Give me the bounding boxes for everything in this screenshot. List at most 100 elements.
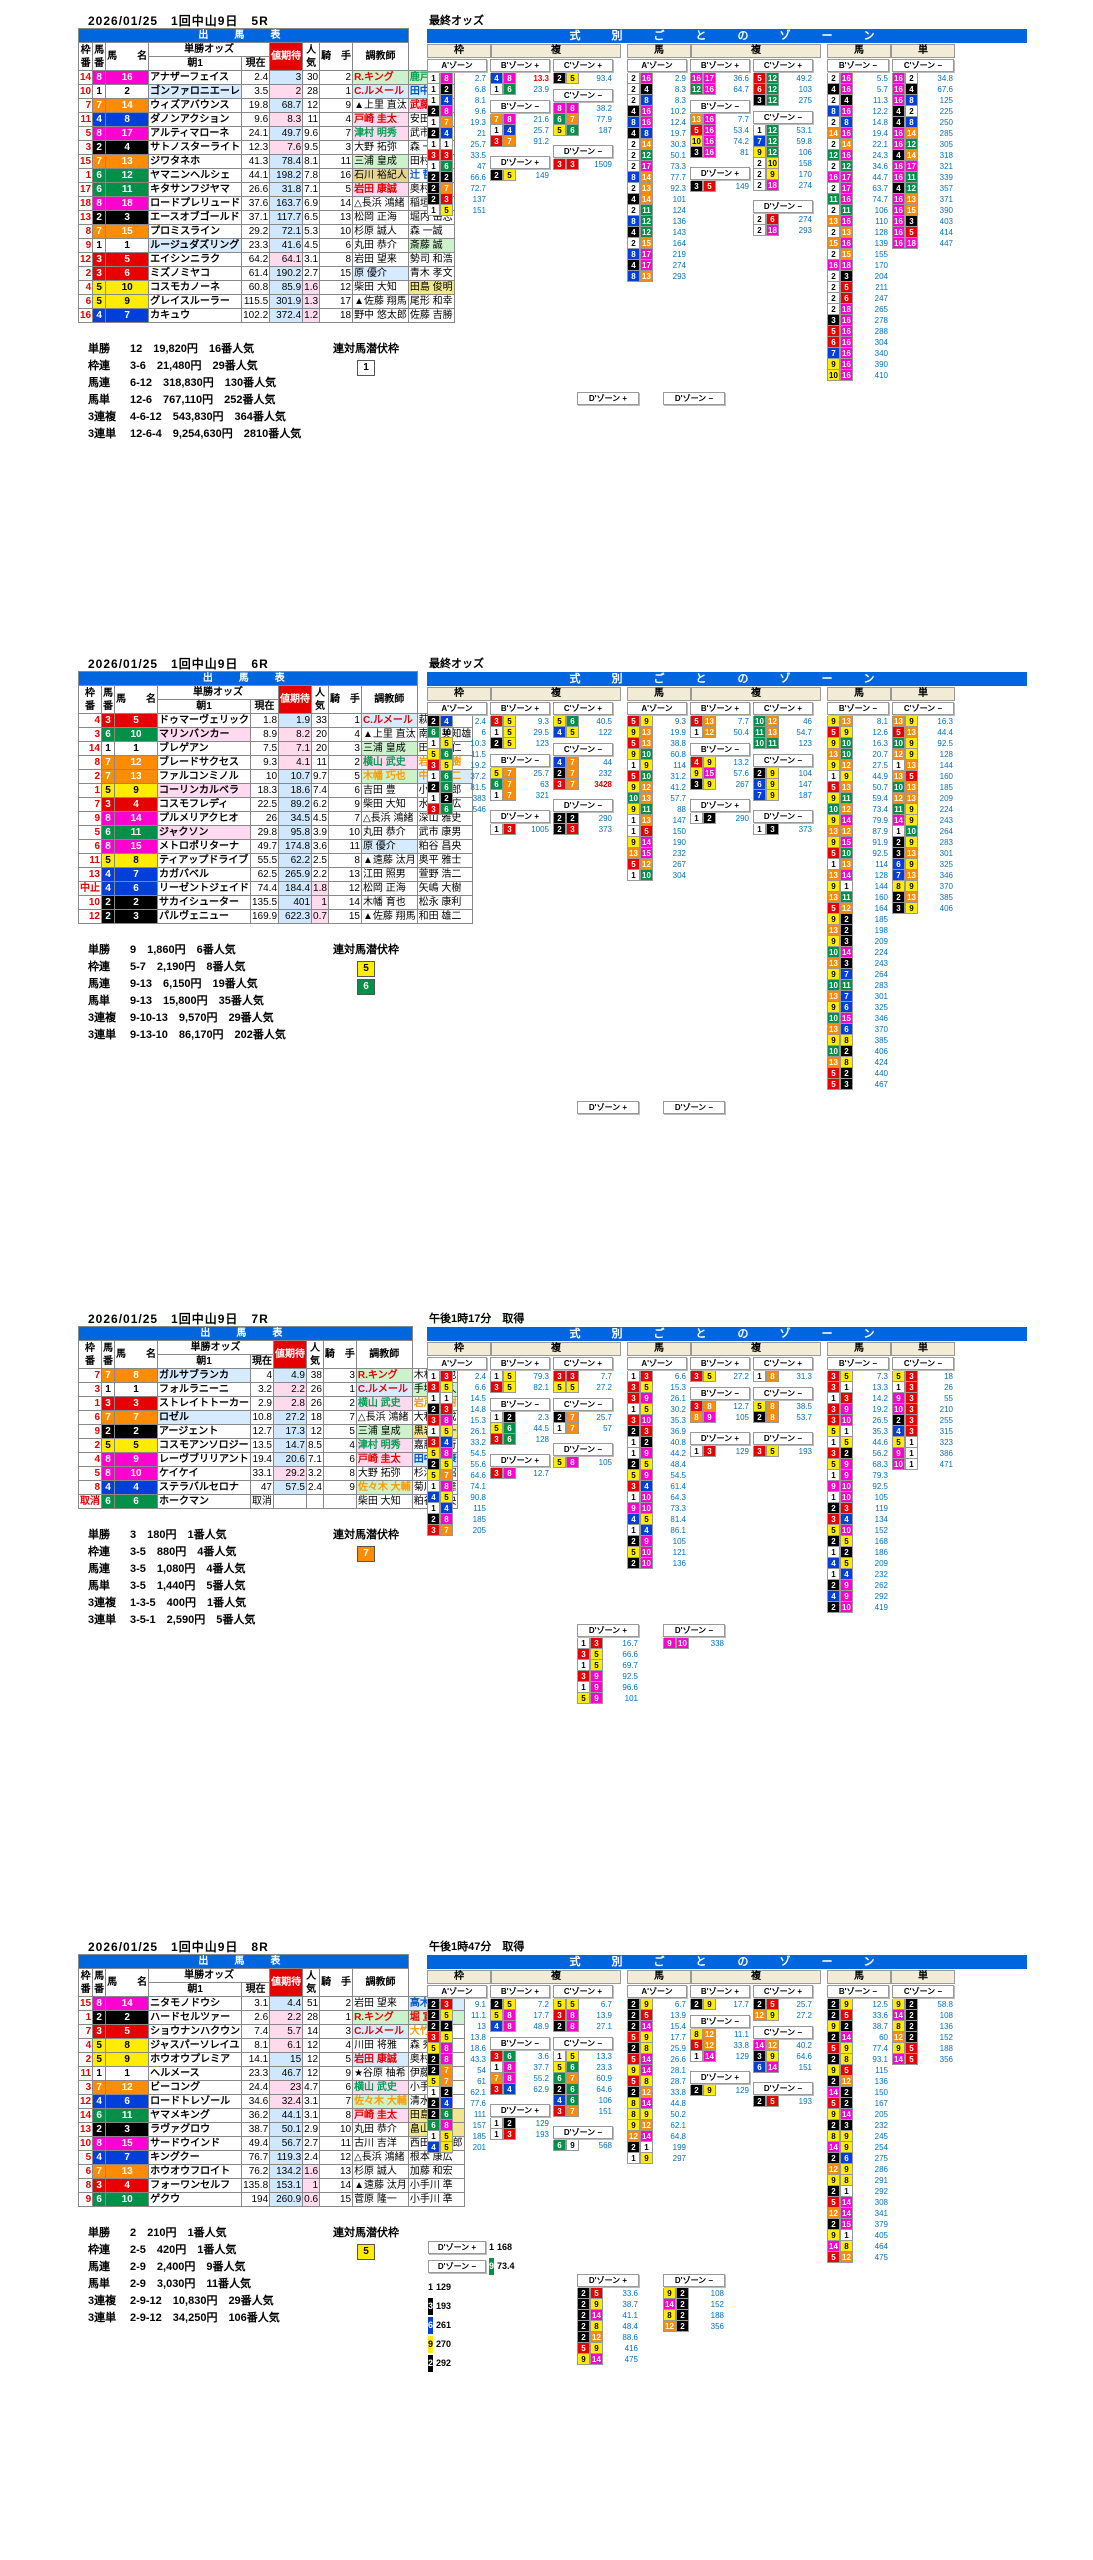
zone-pair-row: 5 8 17.7 — [490, 2010, 550, 2021]
zone-num-cell: 2 — [427, 2065, 440, 2076]
zone-label: B'ゾーン + — [690, 702, 750, 715]
zone-pair-row: 2 7 54 — [427, 2065, 487, 2076]
zone-label: C'ゾーン − — [892, 1985, 954, 1998]
zone-odds-value: 210 — [939, 1405, 953, 1414]
zone-odds-value: 29.5 — [533, 728, 549, 737]
zone-num-cell: 14 — [840, 947, 853, 958]
horse-name: ハードセルツァー — [148, 2010, 243, 2025]
zone-num-cell: 9 — [827, 1035, 840, 1046]
zone-pair-row: 9 13 8.1 — [827, 716, 889, 727]
zone-num-cell: 3 — [827, 1404, 840, 1415]
zone-num-cell: 5 — [827, 2252, 840, 2263]
zone-num-cell: 1 — [840, 2230, 853, 2241]
jockey-name: 横山 武史 — [355, 1396, 413, 1411]
zone-num-cell: 8 — [440, 1415, 453, 1426]
odds-morning: 12.3 — [241, 140, 271, 155]
zone-column: B'ゾーン −2 16 5.5 4 16 5.7 2 4 11.3 8 16 12.2 2 8 14.8 14… — [827, 58, 889, 381]
zone-num-cell: 2 — [753, 1999, 766, 2010]
zone-odds-value: 55 — [944, 1394, 953, 1403]
entry-row: 6 5 9 グレイスルーラー 115.5 301.9 1.3 17 ▲佐藤 翔馬 尾形 和幸 — [77, 294, 455, 309]
zone-column: A'ゾーン 2 4 2.4 6 10 6 1 5 10.3 5 6 11.5 3 5 19.2 1 6 37.2 2 6… — [427, 701, 487, 815]
zone-num-cell: 3 — [627, 1382, 640, 1393]
zone-num-cell: 3 — [753, 1446, 766, 1457]
zone-pair-row: 8 9 50.2 — [627, 2109, 687, 2120]
zone-pair-row: 10 13 57.7 — [627, 793, 687, 804]
zone-num-cell: 2 — [753, 1412, 766, 1423]
zone-num-cell: 11 — [840, 205, 853, 216]
zone-group-columns: A'ゾーン 5 9 9.3 9 13 19.9 5 13 38.8 9 10 60.8 1 9 114 5 10 3… — [627, 701, 821, 881]
zone-num-cell: 14 — [827, 2241, 840, 2252]
zone-odds-value: 40.2 — [796, 2041, 812, 2050]
zone-odds-value: 19.2 — [470, 761, 486, 770]
zone-odds-value: 147 — [672, 816, 686, 825]
odds-morning: 3.5 — [241, 84, 271, 99]
zone-pair-row: 6 7 63 — [490, 779, 550, 790]
zone-odds-value: 9.6 — [474, 107, 486, 116]
zone-odds-value: 121 — [672, 1548, 686, 1557]
odds-morning: 76.2 — [241, 2164, 271, 2179]
zone-num-cell: 2 — [676, 2321, 689, 2332]
jockey-name: 津村 明秀 — [352, 126, 409, 141]
zone-num-cell: 1 — [490, 790, 503, 801]
zone-num-cell: 6 — [892, 859, 905, 870]
zone-pair-row: 1 5 44.6 — [827, 1437, 889, 1448]
col-morning: 朝1 — [148, 1982, 243, 1997]
zone-odds-value: 8.3 — [674, 85, 686, 94]
zone-num-cell: 7 — [490, 2073, 503, 2084]
bracket-number: 8 — [101, 811, 115, 826]
zone-odds-value: 37.7 — [533, 2063, 549, 2072]
zone-odds-value: 151 — [598, 2107, 612, 2116]
zone-odds-value: 86.1 — [670, 1526, 686, 1535]
jockey-name: 横山 武史 — [360, 755, 418, 770]
zone-num-cell: 5 — [440, 760, 453, 771]
zone-num-cell: 6 — [840, 2153, 853, 2164]
zone-pair-row: 16 13 371 — [892, 194, 954, 205]
odds-current: 4.1 — [278, 755, 313, 770]
expected-value: 1.3 — [302, 294, 321, 309]
payout-row: 3連複 9-10-13 9,570円 29番人気 — [88, 1010, 430, 1027]
zone-num-cell: 12 — [703, 727, 716, 738]
zone-num-cell: 4 — [640, 84, 653, 95]
popularity: 4 — [319, 112, 354, 127]
jockey-name: 野中 悠太郎 — [352, 308, 409, 323]
zone-num-cell: 1 — [427, 84, 440, 95]
zone-num-cell: 13 — [905, 727, 918, 738]
zone-odds-value: 88.6 — [622, 2333, 638, 2342]
horse-number: 5 — [105, 252, 150, 267]
finish-order: 6 — [77, 294, 94, 309]
zone-odds-value: 128 — [535, 1435, 549, 1444]
col-odds: 単勝オッズ — [148, 1968, 271, 1983]
zone-odds-value: 261 — [436, 2320, 452, 2330]
zone-group-columns: B'ゾーン −3 5 7.3 3 1 13.3 1 3 14.2 3 9 19.2 3 10 26.5 5 1 3… — [827, 1356, 955, 1613]
payout-row: 馬連 6-12 318,830円 130番人気 — [88, 375, 430, 392]
expected-value: 1.8 — [311, 881, 329, 896]
zone-odds-value: 64.3 — [670, 1493, 686, 1502]
zone-gap — [490, 147, 550, 155]
zone-num-cell: 8 — [640, 2076, 653, 2087]
popularity: 10 — [327, 825, 362, 840]
zone-pair-row: 5 7 61 — [427, 2076, 487, 2087]
zone-num-cell: 11 — [766, 738, 779, 749]
horse-name: フォルラニーニ — [157, 1382, 251, 1397]
zone-num-cell: 2 — [840, 1448, 853, 1459]
zone-group-header: 馬単 — [827, 687, 955, 701]
zone-pair-row: 2 3 36.9 — [627, 1426, 687, 1437]
zone-pair-row: 8 8 38.2 — [553, 103, 613, 114]
col-odds: 単勝オッズ — [156, 685, 280, 700]
zone-num-cell: 16 — [892, 161, 905, 172]
zone-odds-value: 267 — [672, 860, 686, 869]
zone-num-cell: 5 — [566, 1382, 579, 1393]
zone-num-cell: 9 — [640, 2109, 653, 2120]
horse-name: ストレイトトーカー — [157, 1396, 251, 1411]
zone-num-cell: 1 — [827, 771, 840, 782]
jockey-name: 柴田 大知 — [360, 797, 418, 812]
horse-number: 12 — [105, 168, 150, 183]
payout-combination: 4-6-12 543,830円 364番人気 — [130, 411, 286, 423]
zone-label: D'ゾーン − — [663, 2274, 725, 2287]
zone-num-cell: 1 — [490, 2129, 503, 2140]
zone-pair-row: 1 5 151 — [427, 205, 487, 216]
zone-num-cell: 10 — [840, 1525, 853, 1536]
zone-num-cell: 2 — [427, 2021, 440, 2032]
zone-pair-row: 2 3 14.8 — [427, 1404, 487, 1415]
